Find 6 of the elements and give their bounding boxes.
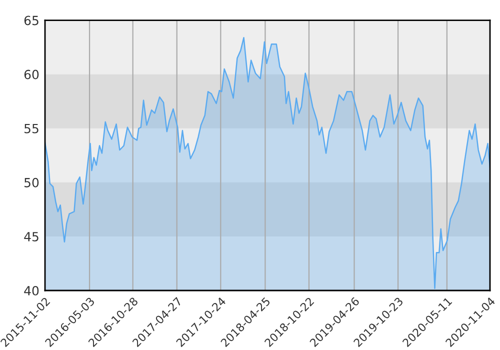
y-tick-label: 40 (24, 286, 39, 296)
y-tick-label: 50 (24, 178, 39, 188)
y-tick-label: 45 (24, 232, 38, 242)
y-tick-label: 65 (24, 16, 38, 26)
y-tick-label: 55 (24, 124, 38, 134)
y-tick-label: 60 (24, 70, 39, 80)
